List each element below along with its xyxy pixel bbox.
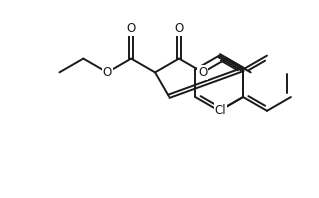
Text: O: O: [127, 22, 136, 35]
Text: N: N: [215, 104, 224, 117]
Text: Cl: Cl: [215, 104, 226, 117]
Text: O: O: [103, 66, 112, 79]
Text: O: O: [198, 66, 207, 79]
Text: O: O: [174, 22, 184, 35]
